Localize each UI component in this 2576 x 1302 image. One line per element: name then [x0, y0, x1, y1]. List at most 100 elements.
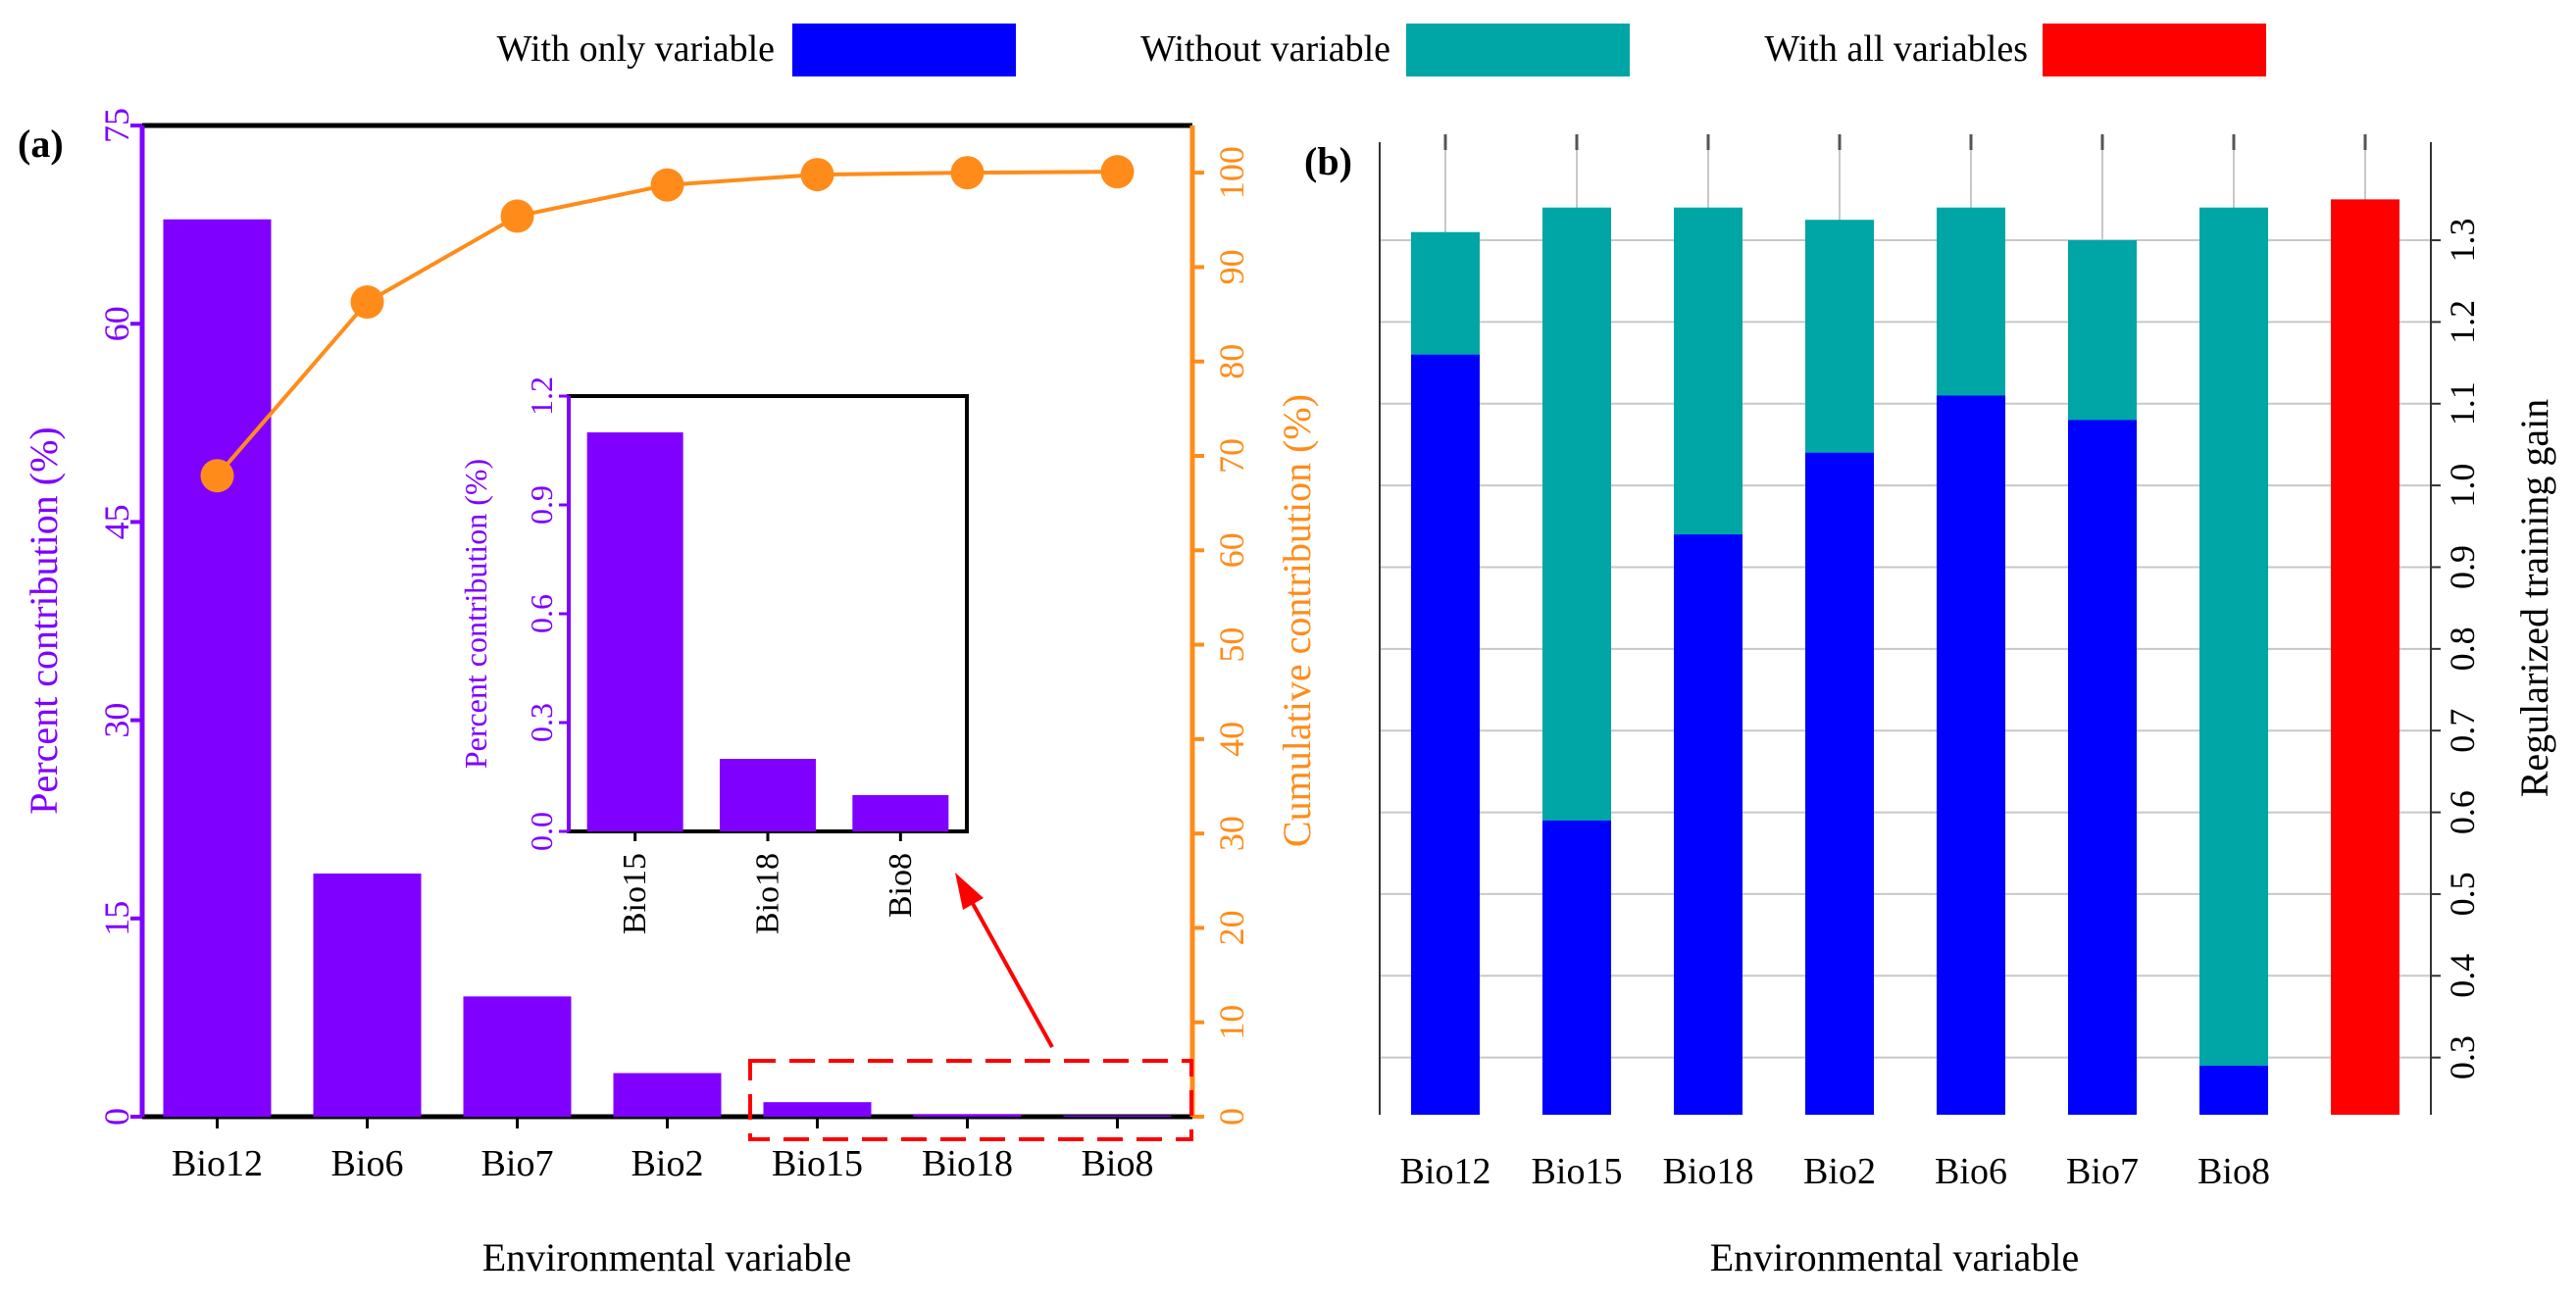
inset-bar-bio8	[852, 795, 949, 831]
panel-b-x-tick-label: Bio8	[2197, 1151, 2270, 1192]
inset-bars	[586, 432, 949, 831]
panel-a-x-title: Environmental variable	[482, 1235, 852, 1279]
panel-b-x-tick-label: Bio15	[1532, 1151, 1623, 1192]
panel-a-right-tick-label: 30	[1212, 816, 1251, 851]
bar-without-bio8	[2199, 207, 2268, 1115]
panel-b-label: (b)	[1304, 139, 1352, 183]
legend-swatch-all	[2043, 24, 2266, 76]
inset-y-tick-label: 0.0	[524, 812, 559, 851]
panel-a-x-tick-label: Bio18	[922, 1143, 1013, 1184]
panel-b-y-title: Regularized training gain	[2512, 399, 2556, 798]
inset-y-ticks: 0.0 0.3 0.6 0.9 1.2	[524, 376, 569, 851]
panel-a-left-tick-label: 0	[97, 1108, 136, 1126]
bar-only-bio2	[1805, 452, 1874, 1116]
panel-b-x-tick-label: Bio6	[1935, 1151, 2007, 1192]
bar-bio7	[463, 996, 572, 1117]
inset-x-tick-label: Bio15	[617, 853, 653, 934]
inset-y-tick-label: 0.9	[524, 485, 559, 525]
inset-x-tick-label: Bio8	[883, 853, 919, 918]
cumulative-point-bio8	[1100, 155, 1135, 189]
callout-dashed-box	[748, 1059, 1193, 1141]
bar-bio6	[313, 873, 422, 1117]
bar-only-bio18	[1674, 534, 1743, 1115]
panel-a-right-tick-label: 10	[1212, 1005, 1251, 1040]
panel-a-left-tick-label: 45	[97, 504, 136, 539]
panel-b-bars	[1411, 199, 2399, 1116]
panel-a-left-tick-label: 30	[97, 703, 136, 738]
panel-a-x-tick-label: Bio8	[1082, 1143, 1154, 1184]
bar-bio12	[163, 219, 272, 1117]
panel-b-y-tick-label: 0.3	[2443, 1035, 2482, 1079]
callout	[748, 873, 1193, 1141]
panel-b-y-tick-label: 0.8	[2443, 626, 2482, 671]
bar-only-bio7	[2068, 420, 2137, 1115]
panel-a-right-tick-label: 90	[1212, 249, 1251, 284]
panel-a-right-tick-label: 40	[1212, 722, 1251, 757]
bar-all-variables	[2331, 199, 2399, 1116]
inset-x-tick-label: Bio18	[750, 853, 786, 934]
cumulative-point-bio12	[200, 459, 234, 493]
panel-a-y-right-title: Cumulative contribution (%)	[1275, 394, 1319, 847]
panel-b: 0.30.40.50.60.70.80.91.01.11.21.3 Bio12 B…	[1304, 134, 2556, 1279]
inset-y-tick-label: 0.6	[524, 594, 559, 633]
bar-only-bio12	[1411, 354, 1480, 1115]
panel-a-right-tick-label: 100	[1212, 146, 1251, 199]
panel-b-x-tick-label: Bio18	[1663, 1151, 1754, 1192]
panel-a-x-tick-label: Bio7	[481, 1143, 554, 1184]
panel-a-inset: 0.0 0.3 0.6 0.9 1.2 Bio15 Bio18 Bio8 Percent c…	[458, 376, 969, 934]
panel-a-right-tick-label: 50	[1212, 627, 1251, 663]
panel-a-right-tick-label: 80	[1212, 344, 1251, 379]
panel-a-right-ticks: 0 10 20 30 40 50 60 70 80 90 100	[1192, 146, 1251, 1126]
panel-a-bars	[163, 219, 1172, 1117]
inset-x-tick-labels: Bio15 Bio18 Bio8	[617, 831, 919, 934]
panel-a: (a) 0 15 30 45 60 75 0 10 20 30 40 50 60 70 80 90 100 B…	[18, 108, 1319, 1279]
panel-b-y-tick-label: 0.5	[2443, 872, 2482, 916]
panel-b-y-tick-label: 0.7	[2443, 709, 2482, 753]
inset-bar-bio15	[586, 432, 683, 831]
cumulative-point-bio18	[950, 156, 985, 190]
panel-a-label: (a)	[18, 122, 64, 166]
bar-bio8	[1063, 1115, 1172, 1117]
panel-a-left-tick-label: 75	[97, 108, 136, 143]
panel-b-y-ticks: 0.3 0.4 0.5 0.6 0.7 0.8 0.9 1.0 1.1 1.2 1.3	[2431, 219, 2482, 1079]
callout-arrow-line	[969, 899, 1054, 1048]
panel-b-x-tick-label: Bio12	[1400, 1151, 1491, 1192]
panel-b-x-title: Environmental variable	[1710, 1235, 2080, 1279]
panel-a-right-tick-label: 70	[1212, 438, 1251, 474]
panel-a-left-ticks: 0 15 30 45 60 75	[97, 108, 142, 1126]
panel-b-y-tick-label: 0.6	[2443, 790, 2482, 834]
bar-bio15	[763, 1102, 872, 1117]
panel-b-y-tick-label: 1.0	[2443, 464, 2482, 508]
bar-only-bio8	[2199, 1065, 2268, 1115]
panel-a-y-title: Percent contribution (%)	[22, 426, 66, 814]
legend-label-only: With only variable	[497, 28, 775, 70]
bar-only-bio6	[1937, 395, 2005, 1115]
panel-b-x-tick-label: Bio7	[2066, 1151, 2139, 1192]
panel-a-x-tick-labels: Bio12 Bio6 Bio7 Bio2 Bio15 Bio18 Bio8	[172, 1117, 1153, 1184]
legend-swatch-without	[1406, 24, 1630, 76]
cumulative-point-bio7	[500, 199, 534, 233]
bar-only-bio15	[1542, 820, 1611, 1115]
panel-a-x-tick-label: Bio2	[631, 1143, 704, 1184]
panel-a-left-tick-label: 15	[97, 901, 136, 936]
panel-b-x-tick-label: Bio2	[1803, 1151, 1876, 1192]
panel-b-plot-bg	[1380, 142, 2431, 1115]
cumulative-point-bio6	[350, 285, 384, 320]
panel-a-right-tick-label: 20	[1212, 910, 1251, 945]
cumulative-point-bio2	[650, 168, 684, 202]
legend-label-without: Without variable	[1140, 28, 1390, 70]
legend-label-all: With all variables	[1764, 28, 2028, 70]
panel-b-y-tick-label: 0.9	[2443, 545, 2482, 589]
panel-a-cumulative-line	[200, 155, 1135, 493]
bar-bio18	[913, 1114, 1022, 1117]
panel-a-x-tick-label: Bio12	[172, 1143, 263, 1184]
panel-b-y-tick-label: 0.4	[2443, 954, 2482, 998]
callout-arrow-head	[955, 873, 984, 910]
cumulative-point-bio15	[800, 158, 834, 192]
panel-a-x-tick-label: Bio15	[772, 1143, 863, 1184]
inset-y-tick-label: 0.3	[524, 703, 559, 742]
panel-b-y-tick-label: 1.2	[2443, 300, 2482, 344]
panel-b-y-tick-label: 1.1	[2443, 381, 2482, 426]
inset-y-tick-label: 1.2	[524, 376, 559, 416]
